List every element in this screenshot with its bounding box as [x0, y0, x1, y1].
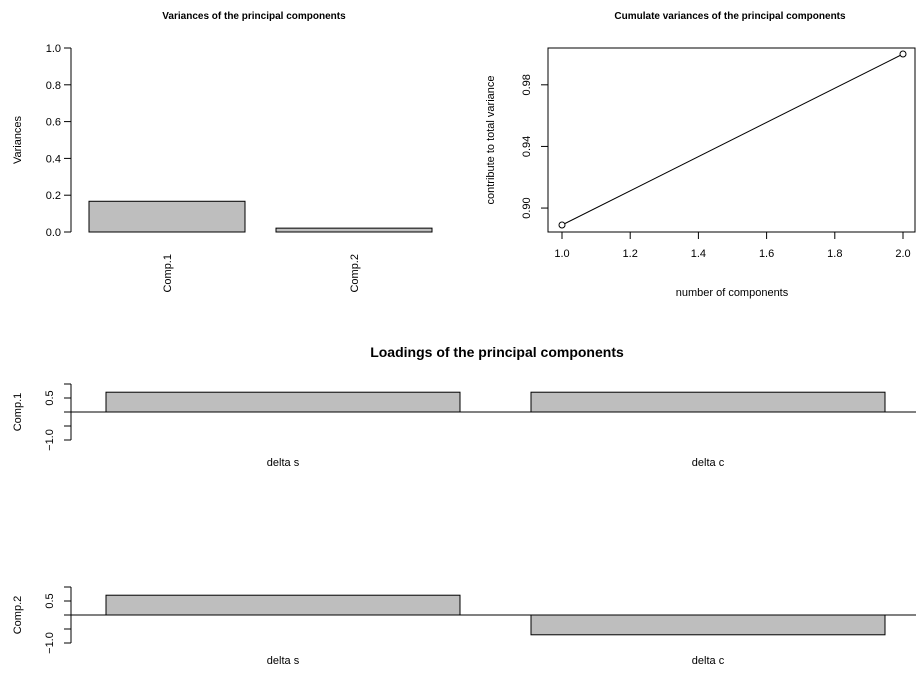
- loadings-category-label: delta c: [692, 655, 725, 667]
- cumulative-xtick-label: 1.2: [623, 248, 638, 260]
- loadings-panel-comp1: 0.5 −1.0 Comp.1 delta s delta c: [12, 383, 916, 469]
- loadings-bar: [530, 614, 886, 636]
- loadings-title: Loadings of the principal components: [370, 344, 624, 360]
- loadings-ytick-label: 0.5: [44, 593, 56, 608]
- cumulative-point: [558, 221, 566, 229]
- cumulative-ytick-label: 0.90: [521, 197, 533, 218]
- cumulative-line: [561, 53, 904, 226]
- cumulative-series: [558, 50, 907, 229]
- variances-x-label: Comp.2: [349, 254, 361, 293]
- variances-title: Variances of the principal components: [162, 11, 346, 22]
- variances-bars: [88, 200, 433, 233]
- cumulative-ytick-label: 0.94: [521, 136, 533, 157]
- cumulative-ytick-label: 0.98: [521, 74, 533, 95]
- variances-y-ticks: 0.0 0.2 0.4 0.6 0.8 1.0: [46, 43, 71, 239]
- loadings-panel-comp2: 0.5 −1.0 Comp.2 delta s delta c: [12, 586, 916, 667]
- loadings-ylabel: Comp.1: [12, 393, 24, 432]
- loadings-ytick-label: −1.0: [44, 429, 56, 451]
- loadings-category-label: delta s: [267, 655, 300, 667]
- cumulative-xtick-label: 2.0: [895, 248, 910, 260]
- cumulative-xtick-label: 1.4: [691, 248, 706, 260]
- cumulative-title: Cumulate variances of the principal comp…: [614, 11, 846, 22]
- cumulative-y-ticks: 0.90 0.94 0.98: [521, 74, 548, 219]
- variances-chart: Variances of the principal components Va…: [12, 11, 433, 293]
- cumulative-plot-box: [547, 47, 916, 233]
- cumulative-x-ticks: 1.0 1.2 1.4 1.6 1.8 2.0: [554, 232, 911, 260]
- cumulative-xtick-label: 1.0: [554, 248, 569, 260]
- variances-ytick-label: 0.0: [46, 227, 61, 239]
- loadings-category-label: delta s: [267, 457, 300, 469]
- variances-bar: [88, 200, 246, 233]
- loadings-bar: [530, 391, 886, 413]
- loadings-ytick-label: −1.0: [44, 632, 56, 654]
- cumulative-xlabel: number of components: [676, 287, 789, 299]
- loadings-category-label: delta c: [692, 457, 725, 469]
- variances-ytick-label: 0.6: [46, 117, 61, 129]
- cumulative-ylabel: contribute to total variance: [485, 75, 497, 204]
- variances-ytick-label: 0.2: [46, 190, 61, 202]
- loadings-ylabel: Comp.2: [12, 596, 24, 635]
- variances-bar: [275, 227, 433, 233]
- variances-ylabel: Variances: [12, 115, 24, 164]
- cumulative-xtick-label: 1.8: [827, 248, 842, 260]
- cumulative-chart: Cumulate variances of the principal comp…: [485, 11, 916, 299]
- variances-ytick-label: 0.8: [46, 80, 61, 92]
- variances-ytick-label: 0.4: [46, 153, 61, 165]
- cumulative-point: [899, 50, 907, 58]
- loadings-bar: [105, 594, 461, 616]
- loadings-bar: [105, 391, 461, 413]
- variances-x-label: Comp.1: [162, 254, 174, 293]
- variances-x-labels: Comp.1 Comp.2: [162, 254, 361, 293]
- cumulative-xtick-label: 1.6: [759, 248, 774, 260]
- loadings-ytick-label: 0.5: [44, 390, 56, 405]
- loadings-chart: Loadings of the principal components 0.5…: [12, 344, 916, 667]
- variances-ytick-label: 1.0: [46, 43, 61, 55]
